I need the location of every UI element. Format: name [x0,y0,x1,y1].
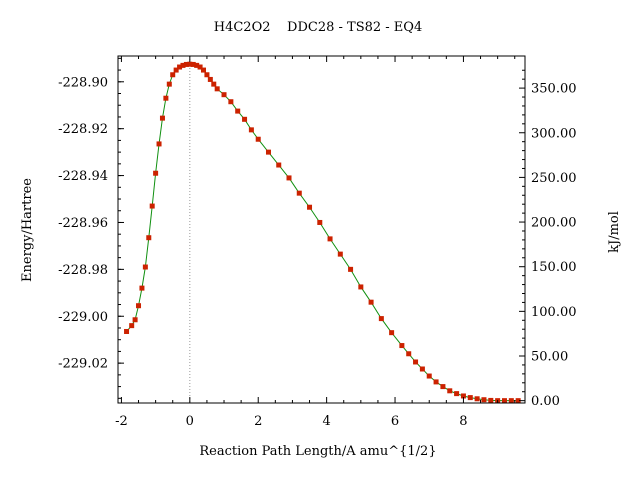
data-point [317,219,323,225]
data-point [368,299,374,305]
y-tick-label: -228.98 [58,263,108,278]
x-tick-label: 2 [254,414,262,429]
x-tick-label: 0 [186,414,194,429]
data-point [337,251,343,257]
data-point [180,62,186,68]
plot-frame [117,55,526,404]
data-point [501,398,507,404]
data-point [440,384,446,390]
x-tick-label: 4 [322,414,330,429]
x-tick-label: 6 [391,414,399,429]
y-tick-label: -228.94 [58,169,108,184]
data-point [327,236,333,242]
chart-title: H4C2O2 DDC28 - TS82 - EQ4 [214,20,422,35]
data-point [166,81,172,87]
y2-tick-label: 100.00 [531,305,577,320]
data-point [426,373,432,379]
data-point [348,266,354,272]
y-tick-label: -228.96 [58,216,108,231]
y2-tick-label: 350.00 [531,82,577,97]
data-point [413,359,419,365]
y-tick-label: -229.00 [58,310,108,325]
data-point [467,395,473,401]
data-point [156,141,162,147]
y2-axis-label: kJ/mol [607,211,622,253]
data-point [173,67,179,73]
data-point [399,343,405,349]
y2-tick-label: 0.00 [531,394,560,409]
data-point [142,264,148,270]
data-point [221,92,227,98]
data-point [214,86,220,92]
data-point [201,67,207,73]
data-point [276,162,282,168]
x-tick-label: 8 [459,414,467,429]
data-point [307,204,313,210]
data-point [286,175,292,181]
data-point [488,397,494,403]
data-point [433,379,439,385]
data-point [454,391,460,397]
y2-tick-label: 300.00 [531,126,577,141]
data-point [197,64,203,70]
data-point [207,76,213,82]
x-axis-label: Reaction Path Length/A amu^{1/2} [199,444,436,459]
data-point [149,203,155,209]
data-point [389,330,395,336]
data-point [296,190,302,196]
data-point [406,351,412,357]
data-point [255,136,261,142]
data-point [187,61,193,67]
data-point [124,328,130,334]
y-tick-label: -229.02 [58,357,108,372]
data-point [265,149,271,155]
axes-ticks-group: -2 0 2 4 6 8 -228.90 -228.92 -228.94 -228.96 -228.… [58,56,577,429]
data-point [177,64,183,70]
data-point [211,81,217,87]
data-point [163,95,169,101]
y-tick-label: -228.90 [58,75,108,90]
data-point [153,170,159,176]
data-point [136,303,142,309]
data-point [129,323,135,329]
data-point [194,62,200,68]
data-point [358,284,364,290]
data-point [419,366,425,372]
data-point [447,388,453,394]
data-point [146,235,152,241]
y2-tick-label: 50.00 [531,350,568,365]
data-point [235,108,241,114]
x-tick-label: -2 [115,414,128,429]
y-axis-label: Energy/Hartree [20,178,35,282]
data-point [242,116,248,122]
data-point [139,285,145,291]
energy-curve-line [126,63,519,402]
data-point [481,397,487,403]
data-point [248,127,254,133]
data-point [204,72,210,78]
data-point [508,398,514,404]
energy-curve-group [126,63,519,402]
data-point [159,115,165,121]
data-point [515,398,521,404]
data-point [228,99,234,105]
y2-tick-label: 150.00 [531,260,577,275]
data-point [183,61,189,67]
data-point [132,317,138,323]
data-point [378,316,384,322]
data-point [460,393,466,399]
data-point [474,396,480,402]
data-point [190,61,196,67]
data-points-group [124,61,521,404]
y2-tick-label: 250.00 [531,171,577,186]
y-tick-label: -228.92 [58,122,108,137]
y2-tick-label: 200.00 [531,216,577,231]
data-point [170,72,176,78]
